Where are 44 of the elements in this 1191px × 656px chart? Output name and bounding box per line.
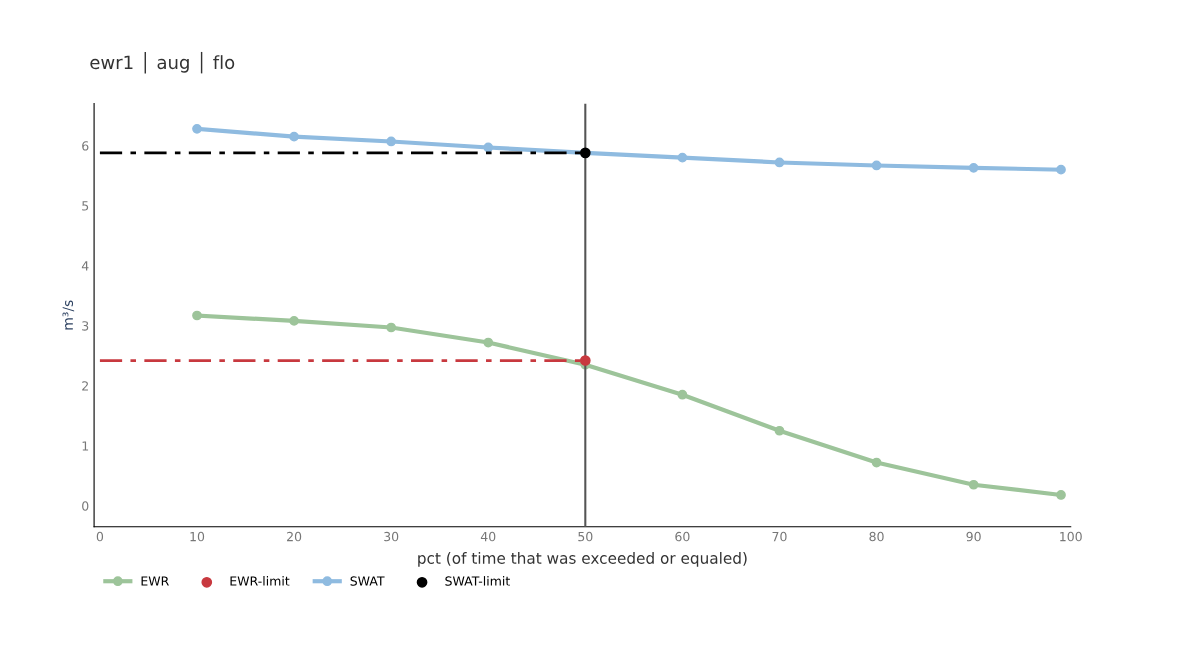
x-tick-label: 30 [384, 531, 399, 542]
y-tick-label: 2 [82, 381, 88, 391]
point [289, 131, 299, 142]
x-tick-label: 40 [480, 531, 496, 542]
y-tick-label: 4 [81, 261, 89, 271]
point [579, 355, 591, 366]
y-axis-title: m³/s [62, 300, 75, 330]
legend-label: EWR [141, 576, 169, 586]
point [1056, 164, 1066, 175]
point [774, 157, 785, 168]
point [483, 337, 494, 348]
point [192, 123, 202, 134]
point [192, 310, 202, 321]
x-tick-label: 0 [96, 531, 104, 542]
point [871, 160, 882, 171]
point [386, 136, 397, 147]
x-tick-label: 90 [966, 531, 981, 542]
point [774, 425, 785, 436]
x-tick-label: 20 [287, 531, 302, 542]
y-tick-label: 3 [82, 321, 89, 331]
legend-label: EWR-limit [230, 576, 290, 586]
x-tick-label: 100 [1060, 531, 1082, 542]
x-tick-label: 80 [869, 531, 884, 542]
y-tick-label: 1 [82, 441, 89, 451]
y-tick-label: 6 [82, 141, 89, 151]
point [483, 142, 494, 153]
point [1056, 490, 1066, 500]
y-tick-label: 5 [82, 201, 89, 211]
x-tick-label: 70 [772, 531, 787, 542]
x-axis-title: pct (of time that was exceeded or equaled) [418, 552, 747, 567]
point [871, 457, 882, 468]
x-tick-label: 10 [190, 531, 205, 542]
legend-label: SWAT [350, 576, 385, 586]
x-tick-label: 50 [578, 531, 593, 542]
point [968, 163, 979, 173]
legend-label: SWAT-limit [445, 576, 510, 586]
point [289, 316, 299, 326]
point [968, 479, 979, 490]
chart-title: ewr1 │ aug │ flo [90, 51, 235, 74]
point [677, 389, 688, 400]
point [677, 152, 688, 163]
x-tick-label: 60 [675, 531, 690, 542]
y-tick-label: 0 [82, 501, 89, 511]
point [386, 322, 397, 333]
